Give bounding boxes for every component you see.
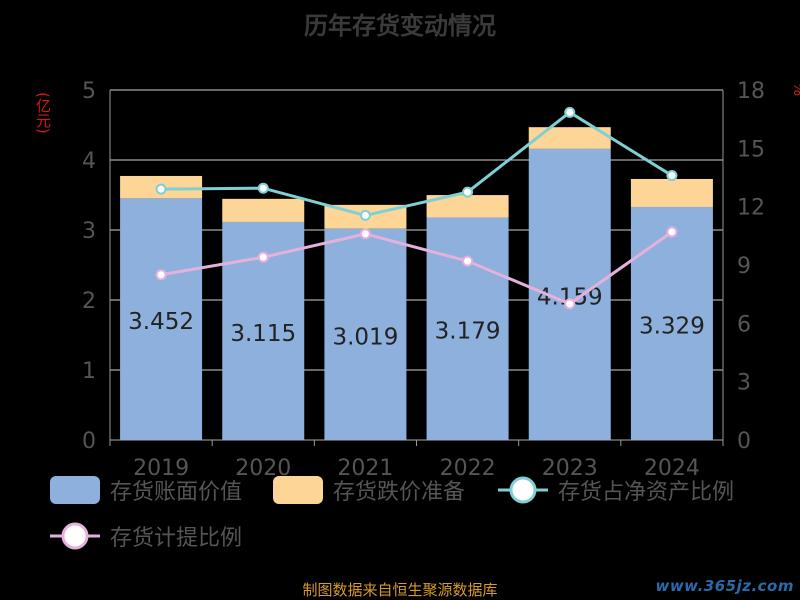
line-net-asset-ratio (161, 110, 673, 217)
point-provision-ratio (257, 251, 269, 263)
point-net-asset-ratio (359, 209, 371, 221)
legend-net-asset-ratio-marker (509, 476, 537, 504)
line-provision-ratio (160, 230, 673, 306)
x-tick-label: 2019 (133, 456, 189, 481)
point-provision-ratio (462, 255, 474, 267)
left-tick-label: 4 (82, 149, 96, 174)
x-tick-label: 2023 (542, 456, 598, 481)
point-provision-ratio (155, 269, 167, 281)
chart-title: 历年存货变动情况 (304, 12, 496, 40)
right-tick-label: 12 (737, 196, 765, 221)
point-net-asset-ratio (257, 182, 269, 194)
legend-impairment-reserve-label: 存货跌价准备 (333, 480, 465, 505)
point-net-asset-ratio (666, 170, 678, 182)
bar-data-label: 3.452 (128, 309, 194, 335)
right-tick-label: 15 (737, 137, 765, 162)
right-tick-label: 0 (737, 429, 751, 454)
bar-impairment-reserve (222, 198, 305, 222)
x-tick-label: 2021 (337, 456, 393, 481)
point-provision-ratio (666, 226, 678, 238)
right-tick-label: 18 (737, 79, 765, 104)
bar-book-value (630, 206, 713, 440)
legend-book-value-swatch (50, 476, 100, 504)
left-tick-label: 3 (82, 219, 96, 244)
left-axis-unit: (亿元) (34, 92, 52, 134)
left-tick-label: 2 (82, 289, 96, 314)
left-tick-label: 1 (82, 359, 96, 384)
point-net-asset-ratio (155, 183, 167, 195)
data-source-note: 制图数据来自恒生聚源数据库 (302, 581, 498, 599)
legend-provision-ratio-label: 存货计提比例 (110, 526, 242, 551)
legend-impairment-reserve-swatch (273, 476, 323, 504)
bar-data-label: 3.115 (230, 321, 296, 347)
right-tick-label: 6 (737, 312, 751, 337)
bar-data-label: 3.019 (332, 324, 398, 350)
point-provision-ratio (564, 298, 576, 310)
x-tick-label: 2024 (644, 456, 700, 481)
right-axis-unit: % (790, 82, 800, 97)
bar-impairment-reserve (528, 127, 611, 149)
bar-book-value (324, 228, 407, 440)
bar-data-label: 3.329 (639, 313, 705, 339)
x-tick-label: 2022 (440, 456, 496, 481)
legend-net-asset-ratio-label: 存货占净资产比例 (558, 480, 734, 505)
right-tick-label: 9 (737, 254, 751, 279)
point-provision-ratio (359, 228, 371, 240)
legend-book-value-label: 存货账面价值 (110, 480, 242, 505)
bar-impairment-reserve (630, 178, 713, 207)
bar-book-value (528, 148, 611, 440)
bar-impairment-reserve (426, 195, 509, 218)
point-net-asset-ratio (462, 186, 474, 198)
point-net-asset-ratio (564, 106, 576, 118)
legend-provision-ratio-marker (61, 522, 89, 550)
left-tick-label: 0 (82, 429, 96, 454)
bar-data-label: 3.179 (435, 319, 501, 345)
bar-book-value (120, 198, 203, 440)
watermark: www.365jz.com (655, 577, 794, 595)
right-tick-label: 3 (737, 371, 751, 396)
left-tick-label: 5 (82, 79, 96, 104)
